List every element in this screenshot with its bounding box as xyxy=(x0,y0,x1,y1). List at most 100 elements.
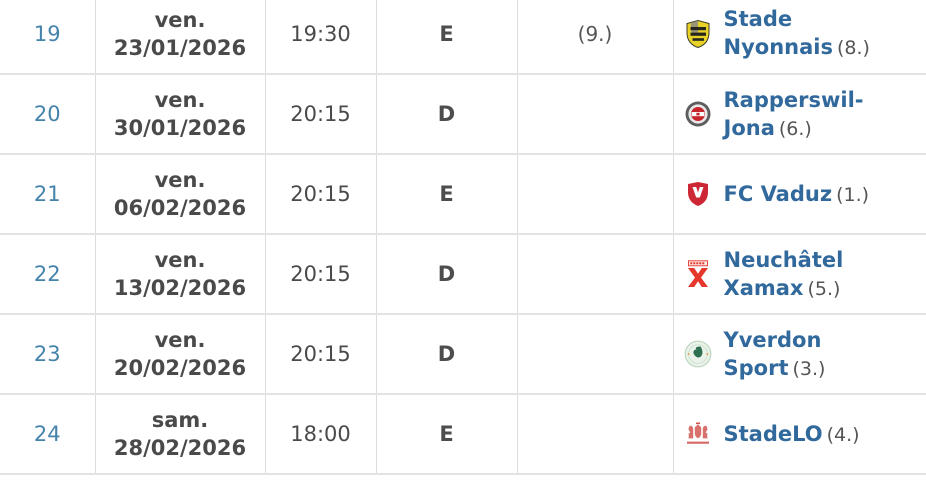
opponent-name-block: Stade Nyonnais (8.) xyxy=(724,5,870,62)
date-cell: ven. 20/02/2026 xyxy=(95,314,266,395)
note-cell: (9.) xyxy=(517,0,674,75)
time-cell: 20:15 xyxy=(265,74,377,155)
fixture-row: 20 ven. 30/01/2026 20:15 D Rapperswil- xyxy=(0,74,926,155)
fixture-date: ven. 30/01/2026 xyxy=(96,86,265,142)
opponent-cell: FC Vaduz (1.) xyxy=(673,154,926,235)
home-away-indicator: D xyxy=(437,102,456,126)
opponent-entry: Stade Nyonnais (8.) xyxy=(683,5,926,62)
fixture-date-value: 23/01/2026 xyxy=(113,35,247,60)
date-cell: sam. 28/02/2026 xyxy=(95,394,266,475)
team-logo-icon[interactable] xyxy=(683,179,713,209)
team-logo-icon[interactable] xyxy=(683,99,713,129)
fixture-weekday: ven. xyxy=(154,88,206,112)
team-rank: (1.) xyxy=(836,183,870,206)
fixture-date-value: 13/02/2026 xyxy=(113,276,247,300)
fixture-row: 21 ven. 06/02/2026 20:15 E FC Vaduz (1.) xyxy=(0,154,926,235)
opponent-entry: StadeLO (4.) xyxy=(683,419,926,449)
home-away-indicator: E xyxy=(439,182,454,206)
round-link[interactable]: 22 xyxy=(33,262,61,286)
time-cell: 20:15 xyxy=(265,154,377,235)
time-cell: 18:00 xyxy=(265,394,377,475)
note-cell xyxy=(517,314,674,395)
fixture-date: ven. 23/01/2026 xyxy=(96,6,265,62)
fixture-time: 20:15 xyxy=(290,342,351,366)
team-link[interactable]: StadeLO xyxy=(723,421,823,446)
fixture-weekday: ven. xyxy=(154,168,206,192)
date-cell: ven. 30/01/2026 xyxy=(95,74,266,155)
note-cell xyxy=(517,154,674,235)
team-rank: (3.) xyxy=(792,357,826,380)
team-link[interactable]: Stade Nyonnais xyxy=(723,7,833,59)
opponent-entry: Neuchâtel Xamax (5.) xyxy=(683,246,926,303)
team-logo-icon[interactable] xyxy=(683,19,713,49)
fixture-date-value: 30/01/2026 xyxy=(113,116,247,140)
venue-cell: E xyxy=(376,0,518,75)
home-away-indicator: D xyxy=(437,342,456,366)
opponent-cell: Stade Nyonnais (8.) xyxy=(673,0,926,75)
fixture-row: 23 ven. 20/02/2026 20:15 D Yverdo xyxy=(0,314,926,395)
round-link[interactable]: 21 xyxy=(33,182,61,206)
fixture-row: 24 sam. 28/02/2026 18:00 E StadeLO (4.) xyxy=(0,394,926,475)
team-link[interactable]: FC Vaduz xyxy=(723,181,833,206)
fixture-weekday: ven. xyxy=(154,328,206,352)
fixture-date: ven. 06/02/2026 xyxy=(96,166,265,222)
team-link[interactable]: Rapperswil- Jona xyxy=(723,87,864,140)
opponent-cell: Rapperswil- Jona (6.) xyxy=(673,74,926,155)
date-cell: ven. 06/02/2026 xyxy=(95,154,266,235)
team-rank: (5.) xyxy=(807,277,841,300)
venue-cell: D xyxy=(376,234,518,315)
team-logo-icon[interactable] xyxy=(683,419,713,449)
home-away-indicator: E xyxy=(439,422,454,446)
opponent-entry: Yverdon Sport (3.) xyxy=(683,326,926,383)
time-cell: 20:15 xyxy=(265,314,377,395)
fixture-time: 20:15 xyxy=(290,102,351,126)
date-cell: ven. 13/02/2026 xyxy=(95,234,266,315)
round-cell: 20 xyxy=(0,74,96,155)
round-cell: 24 xyxy=(0,394,96,475)
venue-cell: D xyxy=(376,74,518,155)
fixture-weekday: ven. xyxy=(154,248,206,272)
fixture-date: ven. 13/02/2026 xyxy=(96,246,265,302)
round-link[interactable]: 19 xyxy=(33,21,61,46)
fixture-time: 18:00 xyxy=(290,422,351,446)
team-link[interactable]: Neuchâtel Xamax xyxy=(723,247,844,300)
venue-cell: D xyxy=(376,314,518,395)
venue-cell: E xyxy=(376,154,518,235)
fixture-date-value: 20/02/2026 xyxy=(113,356,247,380)
team-rank: (8.) xyxy=(836,37,870,59)
opponent-cell: StadeLO (4.) xyxy=(673,394,926,475)
team-logo-icon[interactable] xyxy=(683,339,713,369)
note-cell xyxy=(517,394,674,475)
fixture-weekday: ven. xyxy=(154,7,206,32)
opponent-entry: Rapperswil- Jona (6.) xyxy=(683,86,926,143)
team-logo-icon[interactable] xyxy=(683,259,713,289)
fixture-time: 20:15 xyxy=(290,262,351,286)
opponent-name-block: FC Vaduz (1.) xyxy=(724,180,870,209)
fixture-date: sam. 28/02/2026 xyxy=(96,406,265,462)
opponent-name-block: Neuchâtel Xamax (5.) xyxy=(724,246,844,303)
fixture-weekday: sam. xyxy=(151,408,209,432)
round-cell: 22 xyxy=(0,234,96,315)
round-link[interactable]: 23 xyxy=(33,342,61,366)
fixture-date: ven. 20/02/2026 xyxy=(96,326,265,382)
fixture-row: 22 ven. 13/02/2026 20:15 D N xyxy=(0,234,926,315)
fixture-date-value: 28/02/2026 xyxy=(113,436,247,460)
opponent-cell: Neuchâtel Xamax (5.) xyxy=(673,234,926,315)
team-rank: (6.) xyxy=(778,117,812,140)
note-cell xyxy=(517,74,674,155)
fixture-time: 19:30 xyxy=(290,21,351,46)
round-cell: 19 xyxy=(0,0,96,75)
venue-cell: E xyxy=(376,394,518,475)
time-cell: 20:15 xyxy=(265,234,377,315)
round-link[interactable]: 20 xyxy=(33,102,61,126)
note-cell xyxy=(517,234,674,315)
team-link[interactable]: Yverdon Sport xyxy=(723,327,822,380)
opponent-cell: Yverdon Sport (3.) xyxy=(673,314,926,395)
round-link[interactable]: 24 xyxy=(33,422,61,446)
team-rank: (4.) xyxy=(826,423,860,446)
round-cell: 23 xyxy=(0,314,96,395)
opponent-name-block: Rapperswil- Jona (6.) xyxy=(724,86,864,143)
